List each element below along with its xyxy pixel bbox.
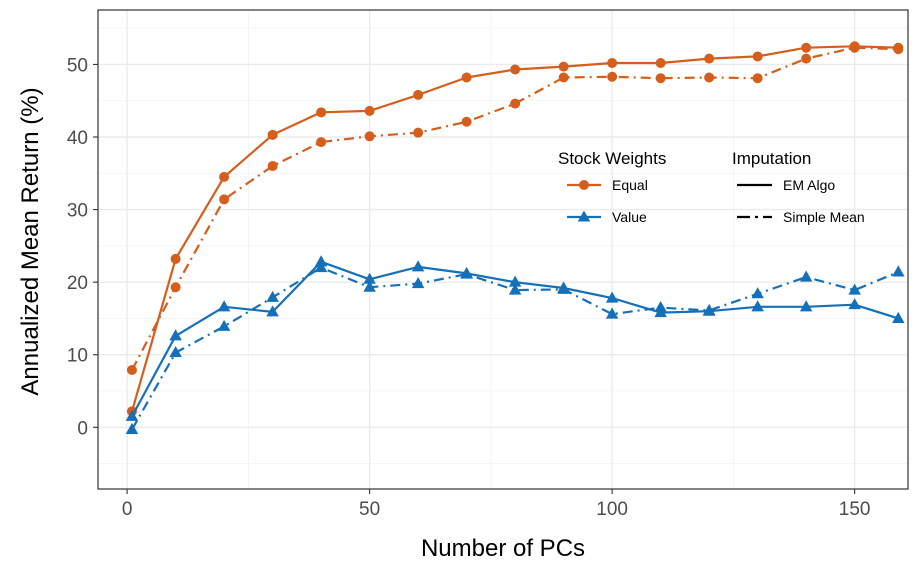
data-point [170,253,181,264]
data-point [508,283,522,295]
data-point [411,260,425,272]
data-point [508,275,522,287]
data-point [219,171,230,182]
data-point [461,72,472,83]
data-point [892,265,905,277]
data-point [704,53,715,64]
series-value-em-algo [125,255,905,421]
data-point [314,255,328,267]
y-tick-label: 40 [67,128,88,149]
legend-label-simple-mean: Simple Mean [783,209,865,225]
data-point [266,305,279,317]
legend-key-marker-value [577,210,591,222]
data-point [363,280,376,292]
data-point [316,107,327,118]
data-point [169,345,182,358]
y-tick-label: 0 [77,418,88,439]
data-point [217,300,231,312]
data-point [655,73,666,84]
series-equal-simple-mean [126,42,904,375]
data-point [654,300,667,313]
data-point [316,137,327,148]
data-point [848,283,861,295]
data-point [607,57,618,68]
x-tick-label: 100 [596,499,628,520]
series-layer [125,41,905,434]
legend-imputation-keys [737,183,772,219]
data-point [364,131,375,142]
data-point [413,127,424,138]
legend-imputation-title: Imputation [732,149,811,168]
data-point [704,72,715,83]
data-point [510,64,521,75]
data-point [314,261,328,273]
y-tick-label: 50 [67,55,88,76]
legend-weights-title: Stock Weights [558,149,666,168]
series-line-equal-simple-mean [131,46,899,371]
data-point [751,287,764,299]
data-point [461,116,472,127]
data-point [605,307,619,319]
legend-label-equal: Equal [612,177,648,193]
data-point [702,303,716,315]
legend-key-marker-equal [579,180,589,190]
y-tick-label: 20 [67,273,88,294]
data-point [557,282,570,294]
minor-gridlines [98,10,908,489]
data-point [849,42,860,53]
y-axis-ticks: 0 10 20 30 40 50 [67,55,98,439]
x-tick-label: 0 [122,499,133,520]
data-point [607,71,618,82]
y-tick-label: 30 [67,201,88,222]
series-line-value-simple-mean [131,266,899,431]
series-value-simple-mean [125,261,905,434]
data-point [558,61,569,72]
data-point [219,194,230,205]
data-point [125,409,139,421]
x-axis-title: Number of PCs [421,535,585,562]
data-point [892,311,905,323]
data-point [217,319,231,331]
data-point [751,300,764,312]
data-point [558,72,569,83]
data-point [364,105,375,116]
data-point [510,98,521,109]
data-point [125,422,139,434]
data-point [752,51,763,62]
data-point [266,290,279,302]
series-equal-em-algo [126,41,904,417]
legend: Stock Weights Equal Value Imputation EM … [558,149,865,225]
x-tick-label: 50 [359,499,380,520]
data-point [801,53,812,64]
data-point [799,300,813,312]
data-point [126,364,137,375]
data-point [411,277,425,289]
data-point [413,89,424,100]
legend-label-value: Value [612,209,647,225]
y-tick-label: 10 [67,346,88,367]
x-tick-label: 150 [839,499,871,520]
data-point [893,44,904,55]
major-gridlines [98,10,908,489]
data-point [267,161,278,172]
data-point [460,267,473,279]
legend-label-em-algo: EM Algo [783,177,835,193]
legend-weights-keys [567,180,601,222]
data-point [752,73,763,84]
plot-panel-border [97,9,909,490]
data-point [655,57,666,68]
x-axis-ticks: 0 50 100 150 [122,489,871,520]
data-point [267,129,278,140]
data-point [605,291,619,303]
data-point [169,329,182,341]
data-point [799,270,813,282]
y-axis-title: Annualized Mean Return (%) [17,87,44,395]
data-point [170,282,181,293]
data-point [363,272,376,284]
data-point [801,42,812,53]
data-point [848,298,861,310]
